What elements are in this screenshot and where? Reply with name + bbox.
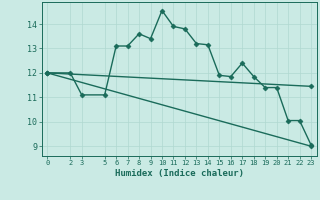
X-axis label: Humidex (Indice chaleur): Humidex (Indice chaleur) <box>115 169 244 178</box>
